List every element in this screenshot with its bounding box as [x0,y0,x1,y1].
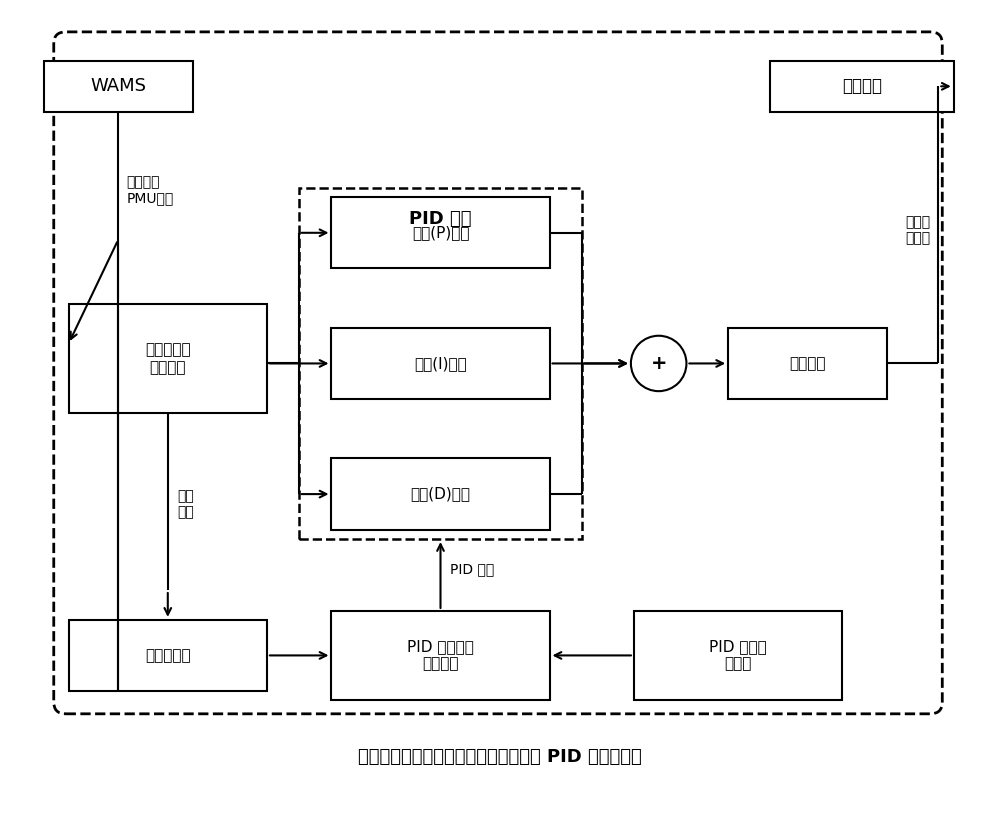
Text: 限幅环节: 限幅环节 [789,356,826,371]
Text: PID 环节: PID 环节 [409,210,472,228]
Text: 测量信号预
处理模块: 测量信号预 处理模块 [145,342,191,375]
Text: 比例(P)环节: 比例(P)环节 [412,225,469,241]
FancyBboxPatch shape [69,304,267,413]
Text: 微分(D)环节: 微分(D)环节 [411,487,471,502]
Text: WAMS: WAMS [90,77,146,95]
FancyBboxPatch shape [728,328,887,399]
Text: 广域时滞
PMU信号: 广域时滞 PMU信号 [126,175,173,206]
Text: 时滞比较器: 时滞比较器 [145,648,191,663]
FancyBboxPatch shape [634,611,842,700]
Text: 调控装置: 调控装置 [842,77,882,95]
Text: +: + [650,354,667,373]
FancyBboxPatch shape [331,611,550,700]
FancyBboxPatch shape [331,459,550,530]
Text: PID 参数选取
重设模块: PID 参数选取 重设模块 [407,639,474,672]
FancyBboxPatch shape [44,61,193,112]
Text: 实际
时滞: 实际 时滞 [178,489,194,519]
FancyBboxPatch shape [770,61,954,112]
Text: PID 参数: PID 参数 [450,563,495,576]
Text: 阻尼控
制信号: 阻尼控 制信号 [905,215,930,245]
Text: 具有大范围变化时滞自适应能力的广域 PID 阻尼控制器: 具有大范围变化时滞自适应能力的广域 PID 阻尼控制器 [358,748,642,767]
Text: 积分(I)环节: 积分(I)环节 [414,356,467,371]
FancyBboxPatch shape [69,620,267,691]
Text: PID 参数存
储模块: PID 参数存 储模块 [709,639,767,672]
FancyBboxPatch shape [331,328,550,399]
Circle shape [631,336,686,391]
FancyBboxPatch shape [331,198,550,268]
